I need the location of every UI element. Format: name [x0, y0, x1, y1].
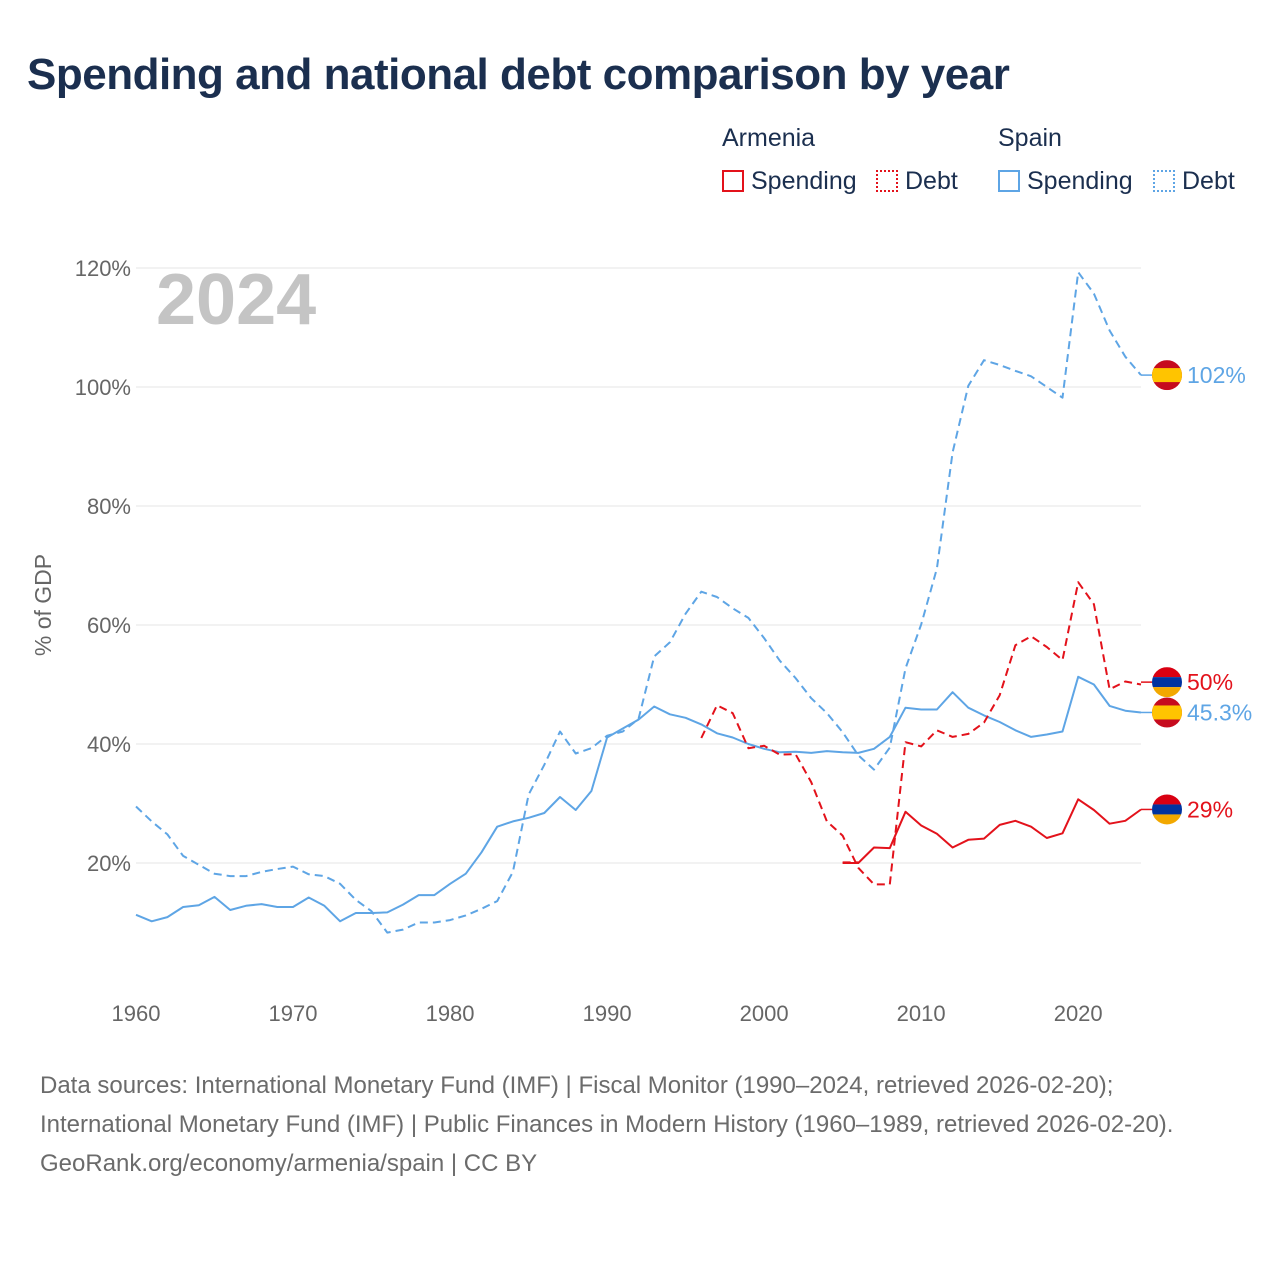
legend-swatch-dotted — [876, 170, 898, 192]
legend-swatch-solid — [722, 170, 744, 192]
footer: Data sources: International Monetary Fun… — [40, 1066, 1240, 1183]
end-value-label: 102% — [1187, 362, 1246, 388]
legend-armenia-spending[interactable]: Spending — [722, 166, 857, 196]
spain-flag-icon — [1152, 360, 1182, 391]
legend-armenia-debt[interactable]: Debt — [876, 166, 958, 196]
legend-spain-spending[interactable]: Spending — [998, 166, 1133, 196]
end-value-label: 45.3% — [1187, 699, 1252, 725]
y-tick-label: 40% — [87, 732, 131, 757]
y-tick-label: 120% — [75, 256, 131, 281]
legend-spain-debt[interactable]: Debt — [1153, 166, 1235, 196]
legend-country-armenia: Armenia — [722, 124, 816, 152]
y-axis-label: % of GDP — [30, 554, 56, 656]
series-line-spain-spending[interactable] — [135, 675, 1142, 923]
y-tick-label: 100% — [75, 375, 131, 400]
end-labels: 102% 45.3% 50% 29% — [1141, 360, 1252, 825]
series-line-spain-debt[interactable] — [135, 271, 1142, 934]
spain-flag-icon — [1152, 697, 1182, 728]
legend-country-spain: Spain — [998, 124, 1062, 152]
x-tick-label: 2000 — [740, 1001, 789, 1026]
series — [135, 271, 1142, 934]
armenia-flag-icon — [1152, 667, 1182, 698]
axes: 20% 40% 60% 80% 100% 120% 1960 1970 1980 1990 2000… — [75, 256, 1103, 1026]
grid — [136, 267, 1141, 864]
line-chart: 2024 % of GDP 20% 40% 60% 80% 100% 120% 1960 19… — [30, 256, 1252, 1026]
x-tick-label: 2020 — [1054, 1001, 1103, 1026]
x-tick-label: 1960 — [112, 1001, 161, 1026]
series-line-armenia-debt[interactable] — [700, 581, 1142, 886]
legend-swatch-solid — [998, 170, 1020, 192]
armenia-flag-icon — [1152, 794, 1182, 825]
legend-label: Spending — [751, 166, 857, 195]
x-tick-label: 1990 — [583, 1001, 632, 1026]
x-tick-label: 1970 — [269, 1001, 318, 1026]
legend-label: Debt — [1182, 166, 1235, 195]
y-tick-label: 20% — [87, 851, 131, 876]
y-tick-label: 60% — [87, 613, 131, 638]
year-watermark: 2024 — [156, 260, 316, 340]
legend-swatch-dotted — [1153, 170, 1175, 192]
end-value-label: 50% — [1187, 669, 1233, 695]
data-sources: Data sources: International Monetary Fun… — [40, 1072, 1174, 1138]
end-value-label: 29% — [1187, 796, 1233, 822]
legend-label: Debt — [905, 166, 958, 195]
series-line-armenia-spending[interactable] — [842, 798, 1142, 864]
credit-link[interactable]: GeoRank.org/economy/armenia/spain | CC B… — [40, 1150, 538, 1177]
y-tick-label: 80% — [87, 494, 131, 519]
x-tick-label: 2010 — [897, 1001, 946, 1026]
x-tick-label: 1980 — [426, 1001, 475, 1026]
legend-label: Spending — [1027, 166, 1133, 195]
chart-title: Spending and national debt comparison by… — [27, 50, 1010, 99]
